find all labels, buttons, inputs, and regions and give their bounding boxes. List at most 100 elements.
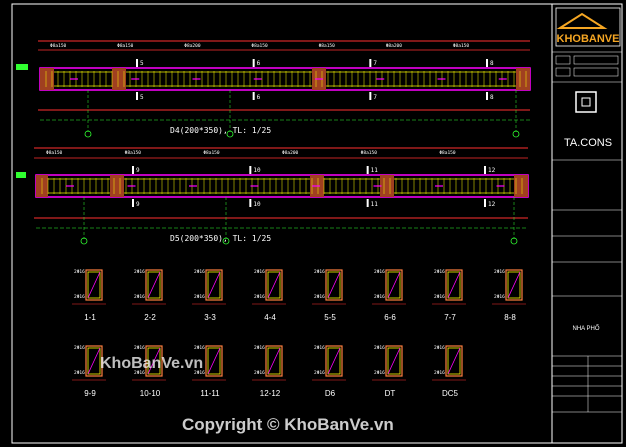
section-label: 12-12 (260, 389, 281, 398)
cut-mark-tick (252, 92, 255, 100)
brand-logo-text: KHOBANVE (557, 33, 620, 45)
section-diagonal (207, 271, 221, 299)
company-logo-inner-icon (581, 97, 591, 107)
cut-mark-tick (252, 59, 255, 67)
section-diagonal (147, 347, 161, 375)
beam-title: D4(200*350), TL: 1/25 (170, 126, 271, 135)
cut-mark-label: 11 (371, 201, 379, 208)
section-rebar-label: 2Φ16 (314, 294, 325, 300)
section-stirrup (507, 271, 521, 299)
axis-bubble-icon (80, 237, 88, 245)
section-outline (205, 345, 223, 377)
cut-mark-tick (369, 59, 372, 67)
axis-bubble-icon (510, 237, 518, 245)
cut-mark-tick (369, 92, 372, 100)
axis-bubble-icon (84, 130, 92, 138)
axis-bubble-icon (222, 237, 230, 245)
cut-mark-label: 10 (253, 167, 261, 174)
section-rebar-label: 2Φ16 (374, 269, 385, 275)
section-diagonal (207, 347, 221, 375)
section-rebar-label: 2Φ16 (74, 345, 85, 351)
section-diagonal (327, 347, 341, 375)
cut-mark-label: 6 (257, 94, 261, 101)
tb-cell (573, 55, 619, 65)
cut-mark-tick (484, 199, 486, 207)
left-marker (16, 172, 26, 178)
beam-d5: D5(200*350), TL: 1/25 (34, 147, 529, 243)
cut-mark-tick (484, 166, 486, 174)
cut-mark-tick (366, 166, 369, 174)
section-stirrup (387, 347, 401, 375)
cut-mark-tick (486, 92, 488, 100)
section-rebar-label: 2Φ16 (194, 370, 205, 376)
section-stirrup (447, 347, 461, 375)
rebar-label: Φ8a150 (125, 150, 142, 156)
section-rebar-label: 2Φ16 (194, 294, 205, 300)
watermark-small: KhoBanVe.vn (100, 355, 203, 372)
cut-mark-label: 5 (140, 60, 144, 67)
section-outline (85, 345, 103, 377)
section-outline (505, 269, 523, 301)
section-stirrup (387, 271, 401, 299)
rebar-label: Φ8a200 (184, 43, 201, 49)
rebar-label: Φ8a150 (117, 43, 134, 49)
cut-mark-label: 8 (490, 94, 494, 101)
section-label: 8-8 (504, 313, 516, 322)
support-hatch-left (40, 68, 54, 90)
section-label: D6 (325, 389, 336, 398)
support-hatch-right (516, 68, 530, 90)
section-label: 11-11 (200, 389, 220, 398)
tb-cell (555, 67, 571, 77)
cut-mark-label: 5 (140, 94, 144, 101)
section-label: 3-3 (204, 313, 216, 322)
section-diagonal (387, 347, 401, 375)
cut-mark-label: 11 (371, 167, 379, 174)
cut-mark-label: 8 (490, 60, 494, 67)
section-rebar-label: 2Φ16 (434, 370, 445, 376)
tb-cell (555, 55, 571, 65)
section-label: 9-9 (84, 389, 96, 398)
section-rebar-label: 2Φ16 (254, 370, 265, 376)
section-diagonal (327, 271, 341, 299)
section-stirrup (147, 271, 161, 299)
section-rebar-label: 2Φ16 (434, 345, 445, 351)
section-label: 2-2 (144, 313, 156, 322)
cut-mark-tick (136, 92, 138, 100)
support-hatch-mid (110, 175, 124, 197)
section-diagonal (447, 347, 461, 375)
section-outline (385, 269, 403, 301)
cut-mark-label: 9 (136, 167, 140, 174)
section-outline (85, 269, 103, 301)
generated-details: Φ8a150 Φ8a150 Φ8a200 Φ8a150 Φ8a150 Φ8a200 Φ8a1… (41, 43, 527, 398)
section-rebar-label: 2Φ16 (74, 370, 85, 376)
left-marker (16, 64, 28, 70)
section-stirrup (267, 347, 281, 375)
section-label: 4-4 (264, 313, 276, 322)
section-rebar-label: 2Φ16 (434, 269, 445, 275)
section-rebar-label: 2Φ16 (74, 294, 85, 300)
section-rebar-label: 2Φ16 (254, 345, 265, 351)
section-stirrup (207, 347, 221, 375)
rebar-label: Φ8a150 (453, 43, 470, 49)
rebar-label: Φ8a150 (319, 43, 336, 49)
brand-logo-roof-icon (556, 12, 608, 29)
section-outline (265, 345, 283, 377)
section-rebar-label: 2Φ16 (134, 269, 145, 275)
cut-mark-label: 7 (373, 94, 377, 101)
cut-mark-label: 10 (253, 201, 261, 208)
brand-logo-box (555, 7, 621, 47)
cut-mark-tick (136, 59, 138, 67)
section-outline (325, 269, 343, 301)
beam-title-text: D4(200*350), TL: 1/25 (170, 126, 271, 135)
section-diagonal (267, 347, 281, 375)
cut-mark-tick (366, 199, 369, 207)
section-stirrup (147, 347, 161, 375)
section-rebar-label: 2Φ16 (254, 269, 265, 275)
cut-mark-label: 6 (257, 60, 261, 67)
section-label: 7-7 (444, 313, 456, 322)
axis-bubble-icon (226, 130, 234, 138)
section-outline (445, 269, 463, 301)
rebar-label: Φ8a150 (46, 150, 63, 156)
cut-mark-label: 12 (488, 201, 496, 208)
section-stirrup (87, 347, 101, 375)
